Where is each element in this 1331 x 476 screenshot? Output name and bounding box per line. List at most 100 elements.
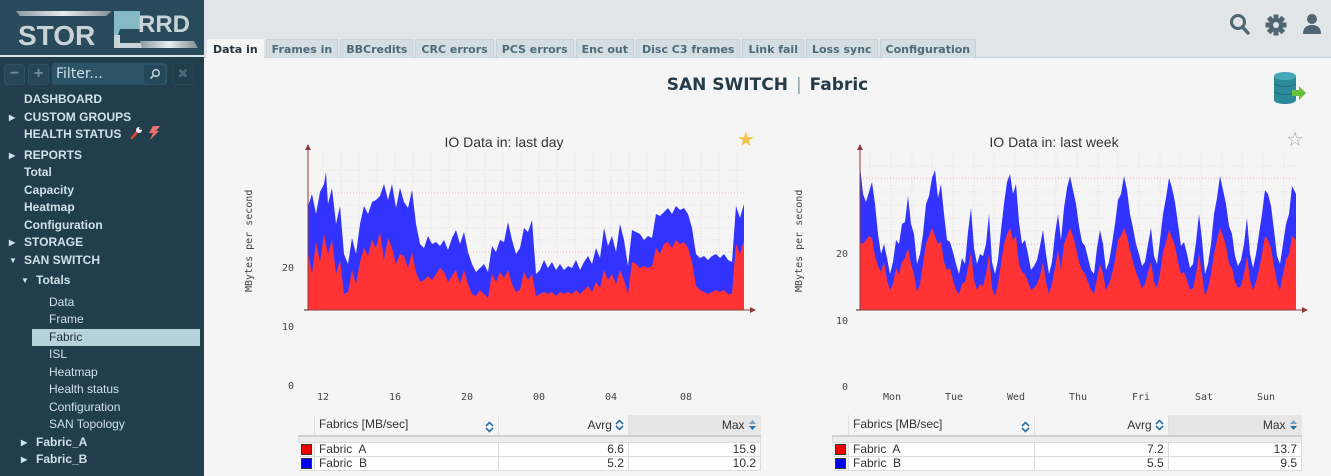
sidebar-item-label: Fabric — [49, 329, 83, 344]
svg-text:RRD: RRD — [138, 11, 190, 38]
sort-icon — [485, 421, 494, 433]
sidebar: STOR RRD − + ✖ DASHBOARD ▶ CUSTOM GROUPS … — [0, 0, 204, 476]
legend-header-name[interactable]: Fabrics [MB/sec] — [313, 415, 499, 437]
legend-row: Fabric A 7.2 13.7 — [832, 441, 1303, 457]
sort-icon — [1155, 419, 1164, 431]
x-tick: Sun — [1256, 392, 1276, 403]
legend-row-avg: 6.6 — [497, 441, 629, 457]
sidebar-item-storage[interactable]: ▶ STORAGE — [0, 234, 204, 252]
y-tick: 10 — [835, 316, 848, 327]
legend-row-max: 10.2 — [627, 455, 762, 471]
sidebar-item-total[interactable]: Total — [0, 164, 204, 182]
sidebar-item-configuration[interactable]: Configuration — [0, 217, 204, 235]
sidebar-item-label: Fabric_B — [36, 452, 88, 466]
sidebar-item-label: Fabric_A — [36, 434, 88, 449]
filter-search-button[interactable] — [144, 64, 165, 84]
stor2rrd-logo-icon: STOR RRD — [16, 11, 198, 50]
collapse-all-button[interactable]: − — [4, 63, 25, 85]
sidebar-item-fabric-a[interactable]: ▶ Fabric_A — [0, 434, 204, 452]
legend-header-avg[interactable]: Avrg — [497, 415, 629, 437]
filter-clear-button[interactable]: ✖ — [172, 63, 194, 85]
legend-row-max: 15.9 — [627, 441, 762, 457]
x-tick: Wed — [1006, 392, 1026, 403]
x-tick: Fri — [1131, 392, 1151, 403]
sidebar-item-configuration-sub[interactable]: Configuration — [0, 399, 204, 417]
caret-right-icon[interactable]: ▶ — [9, 238, 16, 247]
tab-bar: Data in Frames in BBCredits CRC errors P… — [207, 39, 978, 59]
sidebar-nav: DASHBOARD ▶ CUSTOM GROUPS HEALTH STATUS ▶… — [0, 91, 204, 469]
tab-crc-errors[interactable]: CRC errors — [415, 39, 494, 58]
user-button[interactable] — [1301, 12, 1323, 36]
tab-pcs-errors[interactable]: PCS errors — [495, 39, 574, 58]
tab-data-in[interactable]: Data in — [207, 39, 264, 59]
sidebar-item-label: Totals — [36, 273, 71, 287]
svg-text:STOR: STOR — [18, 20, 95, 50]
filter-bar: − + ✖ — [0, 57, 204, 91]
caret-down-icon[interactable]: ▼ — [21, 276, 29, 285]
sidebar-item-capacity[interactable]: Capacity — [0, 182, 204, 200]
export-button[interactable] — [1272, 71, 1308, 110]
expand-all-button[interactable]: + — [28, 63, 49, 85]
chart-last-day: IO Data in: last day ★ MBytes per second… — [234, 129, 774, 476]
sidebar-item-label: Frame — [49, 312, 84, 326]
sidebar-item-health-status[interactable]: HEALTH STATUS — [0, 126, 204, 144]
sidebar-item-health-status-sub[interactable]: Health status — [0, 381, 204, 399]
legend-header-max[interactable]: Max — [627, 415, 761, 437]
favorite-star-icon[interactable]: ★ — [737, 129, 755, 151]
settings-button[interactable] — [1265, 12, 1287, 36]
legend-header-avg[interactable]: Avrg — [1034, 415, 1169, 437]
sort-icon — [1021, 421, 1031, 433]
logo[interactable]: STOR RRD — [0, 0, 204, 57]
sidebar-item-isl[interactable]: ISL — [0, 346, 204, 364]
caret-right-icon[interactable]: ▶ — [21, 437, 28, 447]
caret-right-icon[interactable]: ▶ — [9, 112, 16, 122]
x-tick: 16 — [388, 392, 402, 403]
sidebar-item-san-topology[interactable]: SAN Topology — [0, 416, 204, 434]
tab-disc-c3-frames[interactable]: Disc C3 frames — [636, 39, 741, 58]
favorite-star-icon[interactable]: ☆ — [1286, 129, 1304, 151]
sidebar-item-fabric-b[interactable]: ▶ Fabric_B — [0, 451, 204, 469]
sidebar-item-totals[interactable]: ▼ Totals — [0, 272, 204, 290]
sidebar-item-frame[interactable]: Frame — [0, 311, 204, 329]
sidebar-item-label: SAN SWITCH — [24, 252, 100, 267]
sidebar-item-heatmap-sub[interactable]: Heatmap — [0, 364, 204, 382]
tab-configuration[interactable]: Configuration — [879, 39, 977, 58]
x-tick: Sat — [1194, 392, 1214, 403]
caret-right-icon[interactable]: ▶ — [9, 150, 16, 160]
gear-icon — [1265, 14, 1287, 36]
title-separator: | — [795, 75, 802, 95]
sidebar-item-dashboard[interactable]: DASHBOARD — [0, 91, 204, 109]
legend-header-name[interactable]: Fabrics [MB/sec] — [847, 415, 1035, 437]
tab-link-fail[interactable]: Link fail — [742, 39, 804, 58]
tab-enc-out[interactable]: Enc out — [575, 39, 634, 58]
sidebar-item-heatmap[interactable]: Heatmap — [0, 199, 204, 217]
wrench-icon — [130, 127, 142, 140]
sidebar-item-reports[interactable]: ▶ REPORTS — [0, 147, 204, 165]
color-swatch — [300, 457, 312, 469]
filter-input[interactable] — [56, 66, 142, 82]
sidebar-item-san-switch[interactable]: ▼ SAN SWITCH — [0, 252, 204, 270]
x-tick: 04 — [604, 392, 618, 403]
legend-row-name: Fabric B — [847, 455, 1036, 471]
legend-row: Fabric B 5.5 9.5 — [832, 455, 1303, 471]
sidebar-item-custom-groups[interactable]: ▶ CUSTOM GROUPS — [0, 109, 204, 127]
legend-row-name: Fabric B — [313, 455, 499, 471]
sidebar-item-fabric[interactable]: Fabric — [32, 328, 200, 346]
tab-bbcredits[interactable]: BBCredits — [340, 39, 414, 58]
sidebar-item-label: Heatmap — [24, 200, 75, 214]
tab-frames-in[interactable]: Frames in — [265, 39, 339, 58]
sidebar-item-label: REPORTS — [24, 147, 83, 162]
page-title-page: Fabric — [809, 75, 869, 95]
sidebar-item-data[interactable]: Data — [0, 294, 204, 312]
legend-color-header — [298, 415, 315, 437]
search-button[interactable] — [1229, 12, 1251, 36]
x-tick: 20 — [460, 392, 474, 403]
caret-right-icon[interactable]: ▶ — [21, 455, 28, 464]
caret-down-icon[interactable]: ▼ — [9, 255, 17, 265]
sidebar-item-label: Configuration — [24, 217, 103, 232]
legend-header-max[interactable]: Max — [1167, 415, 1302, 437]
y-tick: 0 — [841, 382, 848, 393]
legend-table: Fabrics [MB/sec] Avrg Max Fabric A 7.2 1… — [832, 415, 1303, 471]
sort-desc-icon — [748, 420, 756, 430]
tab-loss-sync[interactable]: Loss sync — [805, 39, 878, 58]
